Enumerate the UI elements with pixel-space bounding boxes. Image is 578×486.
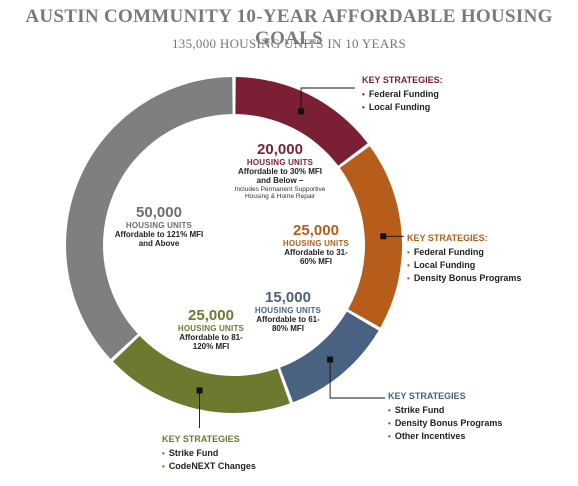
strategy-text: Federal Funding — [368, 89, 439, 99]
slice-unit: HOUSING UNITS — [282, 238, 350, 248]
leader-marker — [298, 108, 305, 115]
bullet-icon: • — [362, 90, 365, 99]
slice-label-121mfi: 50,000 HOUSING UNITS Affordable to 121% … — [112, 204, 206, 249]
bullet-icon: • — [362, 103, 365, 113]
slice-value: 50,000 — [136, 204, 182, 221]
bullet-icon: • — [162, 449, 165, 458]
strategies-31-60mfi: KEY STRATEGIES: • Federal Funding • Local … — [407, 233, 521, 285]
strategies-81-120mfi: KEY STRATEGIES • Strike Fund • CodeNEXT Ch… — [162, 434, 256, 473]
strategy-text: Federal Funding — [413, 247, 484, 257]
strategy-text: Density Bonus Programs — [394, 418, 503, 429]
strategy-item: • CodeNEXT Changes — [162, 460, 256, 473]
slice-unit: HOUSING UNITS — [254, 305, 322, 315]
strategies-heading: KEY STRATEGIES: — [362, 75, 443, 85]
bullet-icon: • — [407, 274, 410, 284]
slice-unit: HOUSING UNITS — [177, 323, 245, 333]
strategy-text: Local Funding — [368, 102, 431, 113]
strategy-item: • Strike Fund — [162, 447, 256, 460]
leader-marker — [380, 233, 387, 240]
strategy-text: Local Funding — [413, 260, 476, 271]
strategy-item: • Density Bonus Programs — [407, 272, 521, 285]
slice-note: Includes Permanent Supportive Housing & … — [234, 185, 326, 200]
strategies-heading: KEY STRATEGIES: — [407, 233, 488, 243]
strategies-heading: KEY STRATEGIES — [388, 391, 466, 401]
strategy-item: • Local Funding — [362, 101, 443, 114]
slice-value: 15,000 — [265, 289, 311, 306]
strategy-item: • Density Bonus Programs — [388, 417, 502, 430]
strategy-item: • Federal Funding — [407, 246, 521, 259]
leader-line — [329, 359, 385, 399]
slice-desc: Affordable to 121% MFI and Above — [114, 229, 204, 248]
slice-121mfi — [66, 77, 233, 360]
slice-desc: Affordable to 61-80% MFI — [256, 314, 320, 333]
strategy-text: Other Incentives — [394, 431, 466, 442]
leader-marker — [196, 387, 203, 394]
strategy-text: Strike Fund — [168, 448, 219, 458]
slice-label-31-60mfi: 25,000 HOUSING UNITS Affordable to 31-60… — [276, 222, 356, 267]
strategy-text: Density Bonus Programs — [413, 273, 522, 284]
bullet-icon: • — [388, 406, 391, 415]
slice-30mfi — [235, 77, 368, 166]
slice-desc: Affordable to 31-60% MFI — [284, 247, 348, 266]
slice-desc: Affordable to 30% MFI and Below – — [237, 166, 322, 185]
slice-81-120mfi — [113, 335, 290, 413]
slice-value: 25,000 — [293, 222, 339, 239]
strategy-item: • Other Incentives — [388, 430, 502, 443]
slice-31-60mfi — [339, 146, 402, 328]
bullet-icon: • — [162, 462, 165, 472]
leader-marker — [327, 356, 334, 363]
bullet-icon: • — [407, 248, 410, 257]
slice-label-81-120mfi: 25,000 HOUSING UNITS Affordable to 81-12… — [172, 307, 250, 352]
strategy-text: CodeNEXT Changes — [168, 461, 256, 472]
slice-label-30mfi: 20,000 HOUSING UNITS Affordable to 30% M… — [205, 141, 355, 200]
strategy-item: • Local Funding — [407, 259, 521, 272]
strategies-heading: KEY STRATEGIES — [162, 434, 240, 444]
slice-value: 25,000 — [188, 307, 234, 324]
slice-unit: HOUSING UNITS — [125, 220, 193, 230]
slice-value: 20,000 — [257, 141, 303, 158]
bullet-icon: • — [407, 261, 410, 271]
strategy-item: • Strike Fund — [388, 404, 502, 417]
bullet-icon: • — [388, 419, 391, 429]
chart-subtitle: 135,000 HOUSING UNITS IN 10 YEARS — [171, 36, 407, 51]
slice-unit: HOUSING UNITS — [246, 157, 314, 167]
bullet-icon: • — [388, 432, 391, 442]
strategy-text: Strike Fund — [394, 405, 445, 415]
leader-line — [300, 87, 355, 112]
strategy-item: • Federal Funding — [362, 88, 443, 101]
strategies-61-80mfi: KEY STRATEGIES • Strike Fund • Density Bon… — [388, 391, 502, 443]
strategies-30mfi: KEY STRATEGIES: • Federal Funding • Local … — [362, 75, 443, 114]
slice-label-61-80mfi: 15,000 HOUSING UNITS Affordable to 61-80… — [250, 289, 326, 334]
slice-desc: Affordable to 81-120% MFI — [179, 332, 243, 351]
chart-title: AUSTIN COMMUNITY 10-YEAR AFFORDABLE HOUS… — [25, 6, 553, 49]
